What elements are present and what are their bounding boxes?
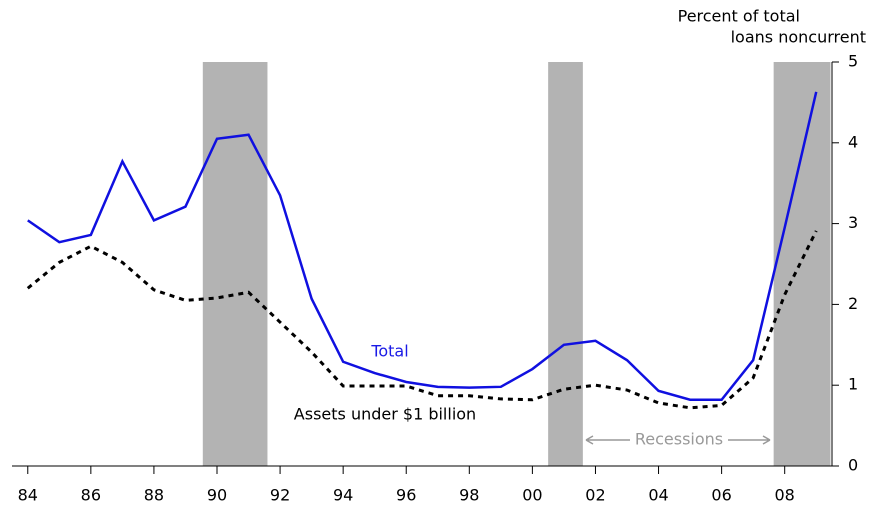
y-tick-label: 0 [848,456,858,475]
x-tick-label: 92 [270,486,290,505]
x-tick-label: 98 [459,486,479,505]
x-tick-label: 02 [585,486,605,505]
recession-band [773,62,831,466]
series-line [26,230,818,410]
x-tick-label: 00 [522,486,542,505]
y-tick-label: 1 [848,375,858,394]
recession-band [202,62,268,466]
series-line [27,91,818,401]
y-tick-label: 5 [848,52,858,71]
y-axis-title: Percent of total [678,7,800,26]
x-tick-label: 88 [144,486,164,505]
arrow [728,435,771,445]
x-tick-label: 90 [207,486,227,505]
x-tick-label: 86 [81,486,101,505]
x-tick-label: 04 [648,486,668,505]
arrow [585,435,630,445]
y-tick-label: 4 [848,132,858,151]
y-tick-label: 2 [848,294,858,313]
x-tick-label: 08 [775,486,795,505]
x-tick-label: 84 [18,486,38,505]
series-label: Assets under $1 billion [294,405,476,424]
recession-band [548,62,583,466]
y-tick-label: 3 [848,213,858,232]
y-axis-title: loans noncurrent [731,28,866,47]
x-tick-label: 94 [333,486,353,505]
recession-label: Recessions [635,430,723,449]
x-tick-label: 96 [396,486,416,505]
x-tick-label: 06 [711,486,731,505]
series-label: Total [370,342,408,361]
